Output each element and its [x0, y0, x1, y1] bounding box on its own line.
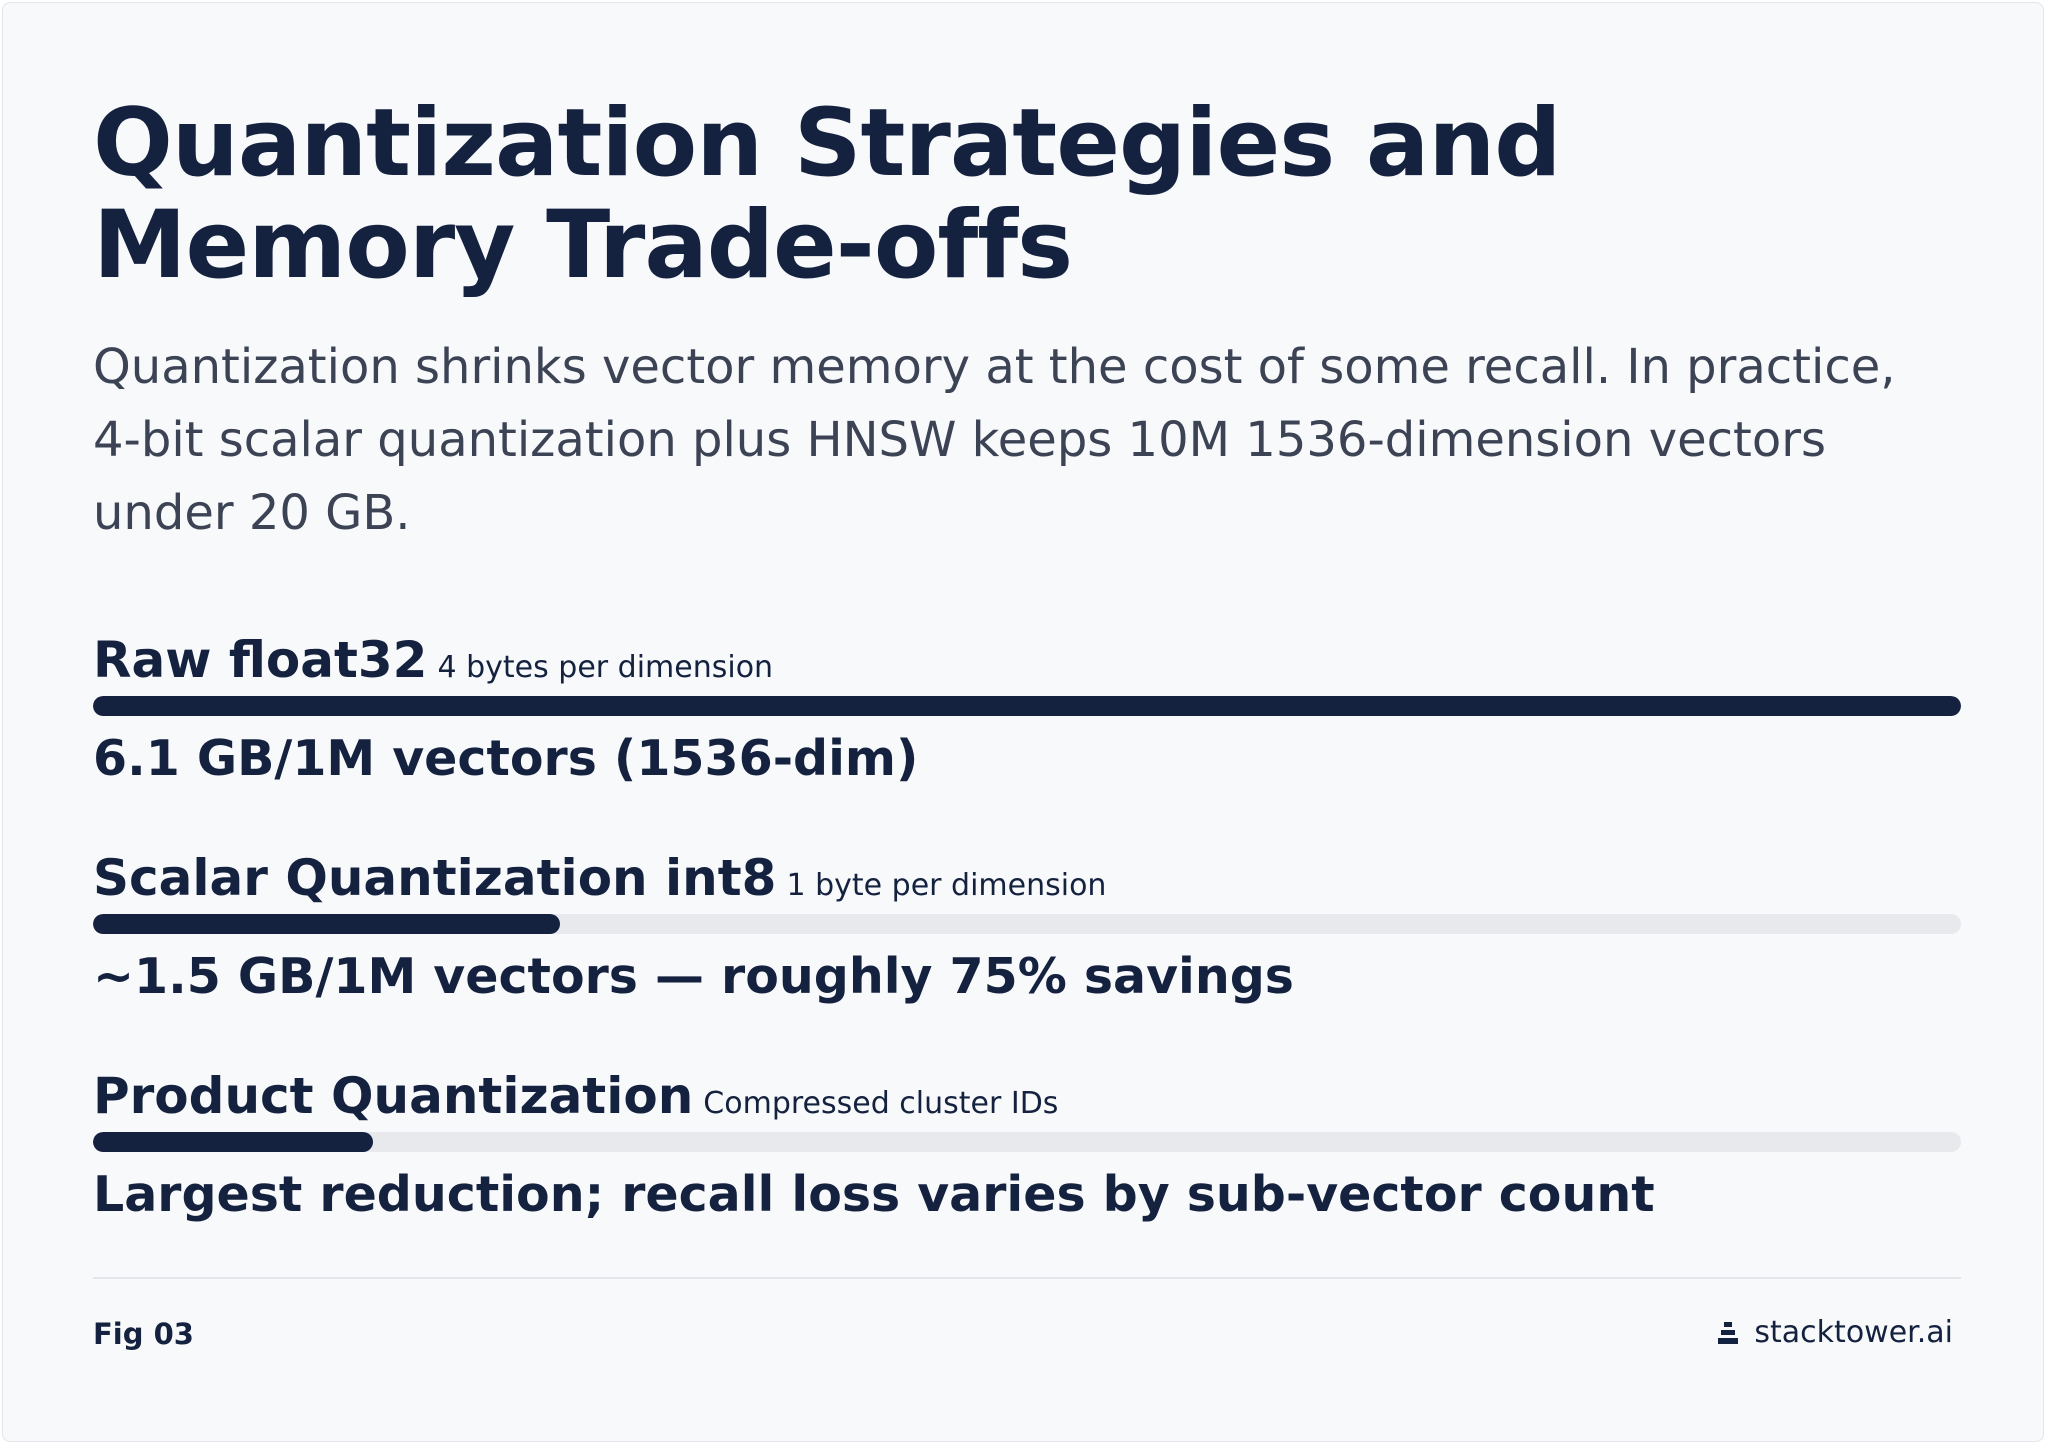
bar-header: Scalar Quantization int8 1 byte per dime…: [93, 850, 1961, 906]
bar-fill: [93, 914, 560, 934]
bar-label: Product Quantization: [93, 1067, 694, 1125]
brand-name: stacktower.ai: [1754, 1315, 1953, 1350]
bar-value-label: ~1.5 GB/1M vectors — roughly 75% savings: [93, 948, 1294, 1005]
chart-title: Quantization Strategies and Memory Trade…: [93, 89, 1562, 300]
bar-sublabel: Compressed cluster IDs: [703, 1086, 1059, 1121]
bar-label: Raw float32: [93, 631, 428, 689]
bar-track: [93, 696, 1961, 716]
stack-icon: [1718, 1321, 1739, 1344]
footer-divider: [93, 1277, 1961, 1279]
bar-header: Product Quantization Compressed cluster …: [93, 1068, 1961, 1124]
bar-list: Raw float32 4 bytes per dimension 6.1 GB…: [93, 632, 1961, 1224]
bar-track: [93, 914, 1961, 934]
figure-content: Quantization Strategies and Memory Trade…: [93, 93, 1961, 1286]
bar-fill: [93, 1132, 374, 1152]
bar-value-label: 6.1 GB/1M vectors (1536-dim): [93, 730, 919, 787]
bar-sublabel: 1 byte per dimension: [786, 868, 1107, 903]
bar-item-raw-float32: Raw float32 4 bytes per dimension 6.1 GB…: [93, 632, 1961, 788]
bar-label: Scalar Quantization int8: [93, 849, 777, 907]
bar-header: Raw float32 4 bytes per dimension: [93, 632, 1961, 688]
chart-subtitle: Quantization shrinks vector memory at th…: [93, 339, 1896, 541]
figure-label: Fig 03: [93, 1317, 194, 1351]
bar-fill: [93, 696, 1961, 716]
bar-item-scalar-int8: Scalar Quantization int8 1 byte per dime…: [93, 850, 1961, 1006]
bar-item-product-quantization: Product Quantization Compressed cluster …: [93, 1068, 1961, 1224]
bar-sublabel: 4 bytes per dimension: [437, 650, 774, 685]
brand: stacktower.ai: [1718, 1315, 1953, 1350]
bar-track: [93, 1132, 1961, 1152]
bar-value-label: Largest reduction; recall loss varies by…: [93, 1166, 1655, 1223]
